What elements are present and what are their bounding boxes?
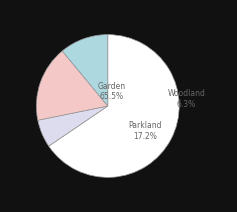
Text: Woodland
6.3%: Woodland 6.3%	[167, 89, 205, 109]
Wedge shape	[36, 51, 108, 120]
Text: Parkland
17.2%: Parkland 17.2%	[128, 121, 162, 141]
Wedge shape	[49, 35, 179, 177]
Text: Garden
65.5%: Garden 65.5%	[97, 82, 125, 101]
Wedge shape	[62, 35, 108, 106]
Wedge shape	[38, 106, 108, 146]
